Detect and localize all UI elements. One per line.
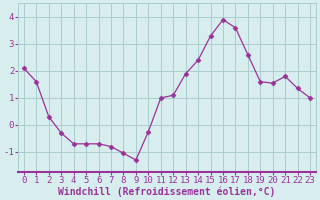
X-axis label: Windchill (Refroidissement éolien,°C): Windchill (Refroidissement éolien,°C) [58, 186, 276, 197]
